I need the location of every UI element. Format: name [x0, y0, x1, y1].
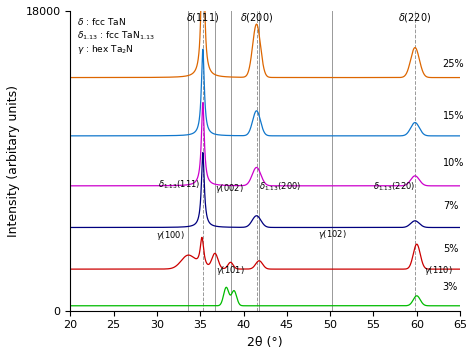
Text: $\delta_{1.13}$(220): $\delta_{1.13}$(220)	[373, 180, 415, 193]
Text: $\delta$(111): $\delta$(111)	[186, 11, 219, 24]
Text: 10%: 10%	[443, 157, 464, 168]
Y-axis label: Intensity (arbitary units): Intensity (arbitary units)	[7, 85, 20, 237]
Text: $\gamma$(002): $\gamma$(002)	[215, 182, 244, 195]
Text: 15%: 15%	[443, 111, 464, 121]
Text: 3%: 3%	[443, 282, 458, 293]
Text: $\delta$ : fcc TaN: $\delta$ : fcc TaN	[77, 16, 127, 27]
Text: $\gamma$ : hex Ta$_2$N: $\gamma$ : hex Ta$_2$N	[77, 43, 134, 57]
Text: $\delta$(220): $\delta$(220)	[398, 11, 432, 24]
Text: $\gamma$(102): $\gamma$(102)	[318, 228, 346, 241]
Text: 7%: 7%	[443, 201, 458, 211]
X-axis label: 2θ (°): 2θ (°)	[247, 336, 283, 349]
Text: $\gamma$(110): $\gamma$(110)	[424, 265, 453, 277]
Text: $\delta_{1.13}$(200): $\delta_{1.13}$(200)	[259, 180, 301, 193]
Text: $\gamma$(100): $\gamma$(100)	[155, 230, 184, 242]
Text: $\delta_{1.13}$ : fcc TaN$_{1.13}$: $\delta_{1.13}$ : fcc TaN$_{1.13}$	[77, 29, 155, 42]
Text: $\gamma$(101): $\gamma$(101)	[216, 265, 245, 277]
Text: 25%: 25%	[443, 59, 465, 69]
Text: $\delta_{1.13}$(111): $\delta_{1.13}$(111)	[158, 178, 200, 191]
Text: $\delta$(200): $\delta$(200)	[240, 11, 273, 24]
Text: 5%: 5%	[443, 244, 458, 254]
